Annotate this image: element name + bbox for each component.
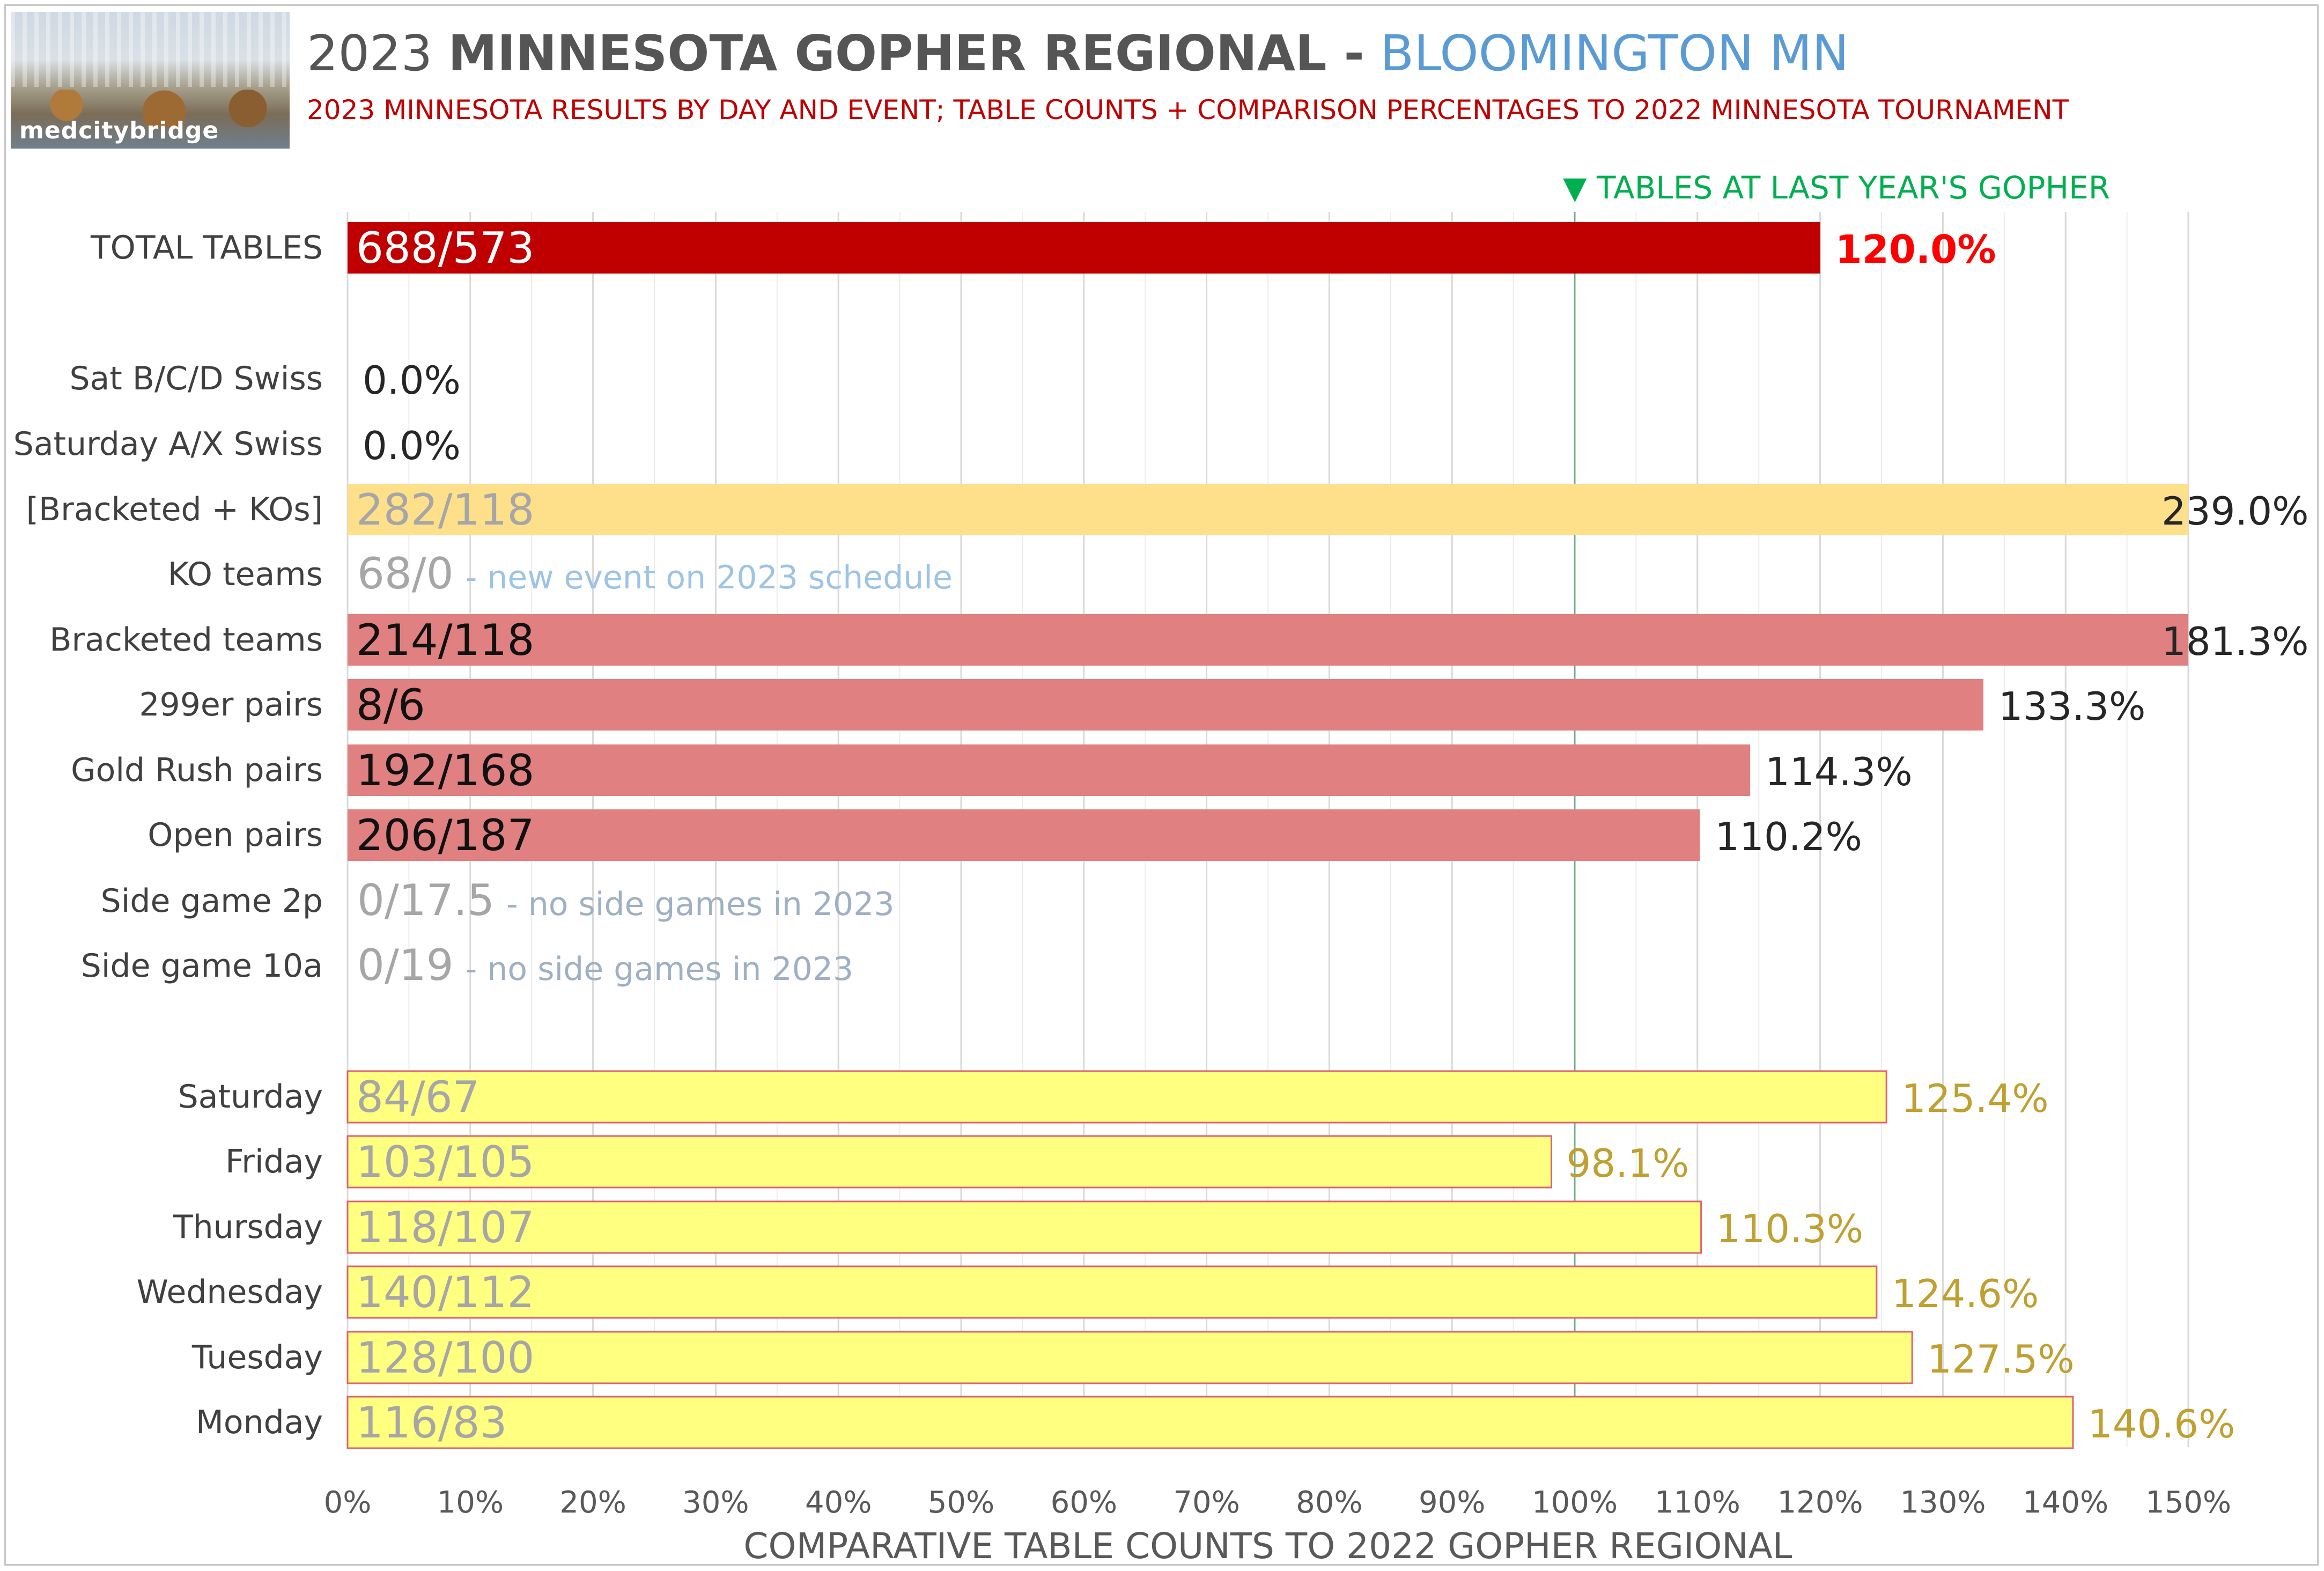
pct-label: 140.6%	[2088, 1402, 2236, 1447]
x-tick-label: 20%	[559, 1485, 626, 1520]
x-tick-label: 10%	[437, 1485, 504, 1520]
bar-label: 8/6	[356, 680, 425, 730]
category-label: Thursday	[173, 1208, 323, 1246]
bar-label: 206/187	[356, 810, 534, 860]
bar	[348, 809, 1700, 861]
reference-line-label: ▼ TABLES AT LAST YEAR'S GOPHER	[1563, 169, 2110, 206]
category-label: Wednesday	[137, 1273, 323, 1311]
x-tick-label: 80%	[1296, 1485, 1362, 1520]
bar	[346, 1265, 1878, 1319]
x-tick-label: 110%	[1655, 1485, 1740, 1520]
category-label: Open pairs	[147, 816, 323, 854]
category-label: Gold Rush pairs	[71, 751, 323, 789]
bar-label: 0/19 - no side games in 2023	[357, 940, 853, 990]
pct-label: 239.0%	[2161, 489, 2309, 534]
bar	[348, 679, 1983, 731]
logo-text: medcitybridge	[19, 117, 219, 144]
bar-label-value: 68/0	[357, 549, 454, 599]
bar-label: 688/573	[356, 223, 534, 273]
title-main: MINNESOTA GOPHER REGIONAL -	[448, 25, 1364, 82]
bar-note: - no side games in 2023	[466, 950, 854, 988]
bar-label: 103/105	[356, 1137, 534, 1187]
pct-label: 125.4%	[1901, 1076, 2049, 1121]
pct-label: 0.0%	[363, 423, 461, 468]
bar-label: 128/100	[356, 1333, 534, 1383]
bar-note: - no side games in 2023	[506, 886, 895, 923]
x-tick-label: 140%	[2023, 1485, 2108, 1520]
category-label: Sat B/C/D Swiss	[69, 360, 323, 397]
pct-label: 114.3%	[1765, 749, 1913, 794]
bar	[346, 1396, 2074, 1449]
bar-label: 282/118	[356, 485, 534, 535]
x-tick-label: 30%	[682, 1485, 749, 1520]
pct-label: 124.6%	[1892, 1271, 2039, 1316]
x-tick-label: 120%	[1777, 1485, 1863, 1520]
pct-label: 110.2%	[1715, 814, 1862, 859]
bar-label: 140/112	[356, 1267, 534, 1317]
bar	[348, 484, 2188, 535]
title-year: 2023	[307, 25, 433, 82]
x-tick-label: 100%	[1532, 1485, 1618, 1520]
bar-label: 214/118	[356, 615, 534, 665]
bar-label: 0/17.5 - no side games in 2023	[357, 875, 895, 925]
bar-label: 118/107	[356, 1203, 534, 1252]
chart-frame	[4, 4, 2319, 1566]
pct-label: 110.3%	[1716, 1206, 1864, 1251]
x-tick-label: 130%	[1900, 1485, 1986, 1520]
category-label: [Bracketed + KOs]	[26, 491, 323, 528]
medcitybridge-logo: medcitybridge	[11, 12, 290, 149]
category-label: Saturday A/X Swiss	[13, 425, 323, 463]
chart-title: 2023 MINNESOTA GOPHER REGIONAL - BLOOMIN…	[307, 24, 1849, 83]
x-tick-label: 70%	[1173, 1485, 1240, 1520]
category-label: Monday	[196, 1404, 323, 1441]
bar	[346, 1070, 1887, 1124]
bar-label: 84/67	[356, 1072, 480, 1122]
category-label: Side game 2p	[101, 882, 323, 920]
bar	[348, 744, 1751, 796]
pct-label: 0.0%	[363, 358, 461, 403]
bar	[346, 1200, 1702, 1254]
bar-label-value: 0/19	[357, 940, 454, 990]
chart-subtitle: 2023 MINNESOTA RESULTS BY DAY AND EVENT;…	[307, 94, 2069, 126]
pct-label: 181.3%	[2161, 619, 2309, 664]
bar-note: - new event on 2023 schedule	[466, 559, 953, 596]
category-label: Bracketed teams	[49, 621, 323, 659]
pct-label: 120.0%	[1835, 227, 1996, 272]
bar	[346, 1135, 1553, 1189]
pct-label: 98.1%	[1567, 1141, 1689, 1186]
category-label: TOTAL TABLES	[90, 229, 323, 267]
category-label: Friday	[225, 1143, 323, 1181]
x-tick-label: 40%	[805, 1485, 872, 1520]
bar	[348, 614, 2188, 666]
pct-label: 127.5%	[1927, 1337, 2075, 1382]
pct-label: 133.3%	[1998, 684, 2146, 729]
bar-label: 192/168	[356, 746, 534, 795]
category-label: Saturday	[178, 1078, 323, 1116]
x-tick-label: 90%	[1419, 1485, 1485, 1520]
x-tick-label: 50%	[928, 1485, 994, 1520]
bar-label: 68/0 - new event on 2023 schedule	[357, 549, 953, 599]
bar	[348, 222, 1820, 274]
x-tick-label: 0%	[324, 1485, 372, 1520]
bar	[346, 1331, 1913, 1384]
title-location: BLOOMINGTON MN	[1380, 25, 1849, 82]
x-axis-label: COMPARATIVE TABLE COUNTS TO 2022 GOPHER …	[743, 1525, 1792, 1567]
bar-label-value: 0/17.5	[357, 875, 495, 925]
category-label: Tuesday	[191, 1339, 323, 1376]
category-label: Side game 10a	[81, 947, 323, 985]
x-tick-label: 60%	[1051, 1485, 1117, 1520]
bar-label: 116/83	[356, 1398, 507, 1448]
category-label: KO teams	[168, 556, 323, 593]
x-tick-label: 150%	[2145, 1485, 2231, 1520]
category-label: 299er pairs	[139, 686, 323, 724]
